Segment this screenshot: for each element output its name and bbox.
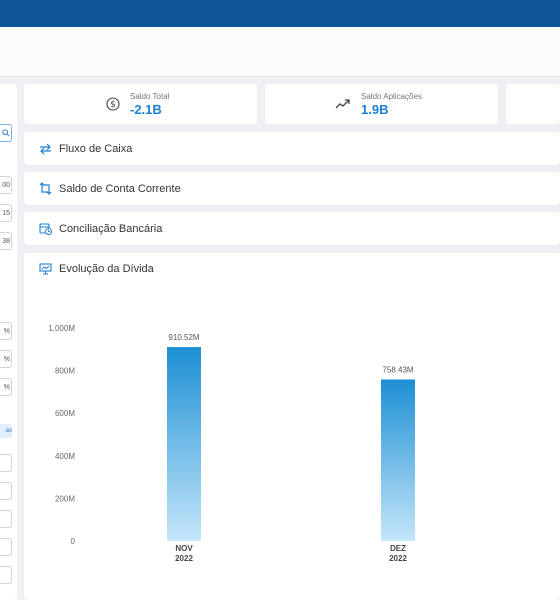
stat-value: 1.9B bbox=[361, 101, 389, 117]
dollar-circle-icon: $ bbox=[106, 97, 120, 111]
filter-field[interactable] bbox=[0, 454, 12, 472]
bar-chart: 0200M400M600M800M1,000M910.52MNOV2022758… bbox=[48, 324, 415, 563]
filter-search-button[interactable] bbox=[0, 124, 12, 142]
stat-label: Saldo Aplicações bbox=[361, 91, 422, 101]
y-tick-label: 1,000M bbox=[48, 324, 75, 333]
filter-field[interactable]: 00 bbox=[0, 176, 12, 194]
trending-up-icon bbox=[335, 98, 351, 110]
section-title: Saldo de Conta Corrente bbox=[59, 182, 181, 195]
filter-field[interactable]: 15 bbox=[0, 204, 12, 222]
filter-field[interactable] bbox=[0, 510, 12, 528]
stat-card-saldo-total: $ Saldo Total -2.1B bbox=[24, 84, 257, 124]
filter-field[interactable] bbox=[0, 566, 12, 584]
swap-arrows-icon bbox=[40, 143, 51, 154]
filter-field[interactable] bbox=[0, 538, 12, 556]
filter-tag[interactable]: as bbox=[0, 424, 12, 438]
stat-card-saldo-aplicacoes: Saldo Aplicações 1.9B bbox=[265, 84, 498, 124]
section-title: Conciliação Bancária bbox=[59, 222, 163, 235]
y-tick-label: 800M bbox=[55, 367, 75, 376]
section-title: Fluxo de Caixa bbox=[59, 142, 133, 155]
y-tick-label: 600M bbox=[55, 409, 75, 418]
filter-field[interactable]: 38 bbox=[0, 232, 12, 250]
calendar-clock-icon bbox=[39, 223, 52, 235]
bar[interactable] bbox=[381, 379, 415, 541]
refresh-square-icon bbox=[39, 182, 52, 195]
data-label: 910.52M bbox=[168, 333, 199, 342]
filter-sidebar: 00 15 38 % % % as bbox=[0, 84, 17, 600]
percent-field[interactable]: % bbox=[0, 378, 12, 396]
percent-field[interactable]: % bbox=[0, 350, 12, 368]
presentation-chart-icon bbox=[39, 263, 52, 275]
stat-value: -2.1B bbox=[130, 101, 162, 117]
toolbar-area bbox=[0, 27, 560, 77]
section-conciliacao-bancaria[interactable]: Conciliação Bancária bbox=[24, 212, 560, 245]
chart-title: Evolução da Dívida bbox=[59, 263, 154, 275]
stat-card-partial bbox=[506, 84, 560, 124]
section-saldo-conta-corrente[interactable]: Saldo de Conta Corrente bbox=[24, 172, 560, 205]
y-tick-label: 400M bbox=[55, 452, 75, 461]
percent-field[interactable]: % bbox=[0, 322, 12, 340]
y-tick-label: 200M bbox=[55, 494, 75, 503]
svg-text:$: $ bbox=[110, 100, 116, 110]
x-tick-label: 2022 bbox=[389, 554, 407, 563]
y-tick-label: 0 bbox=[71, 537, 76, 546]
section-fluxo-de-caixa[interactable]: Fluxo de Caixa bbox=[24, 132, 560, 165]
bar[interactable] bbox=[167, 347, 201, 541]
search-icon bbox=[2, 129, 10, 137]
data-label: 758.43M bbox=[382, 365, 413, 374]
filter-field[interactable] bbox=[0, 482, 12, 500]
chart-header[interactable]: Evolução da Dívida bbox=[39, 263, 154, 275]
x-tick-label: 2022 bbox=[175, 554, 193, 563]
stat-label: Saldo Total bbox=[130, 91, 170, 101]
x-tick-label: DEZ bbox=[390, 544, 406, 553]
chart-card-evolucao-divida: Evolução da Dívida 0 200M 400M 600M 800M 1,00… bbox=[24, 253, 560, 600]
x-tick-label: NOV bbox=[175, 544, 193, 553]
app-header bbox=[0, 0, 560, 27]
